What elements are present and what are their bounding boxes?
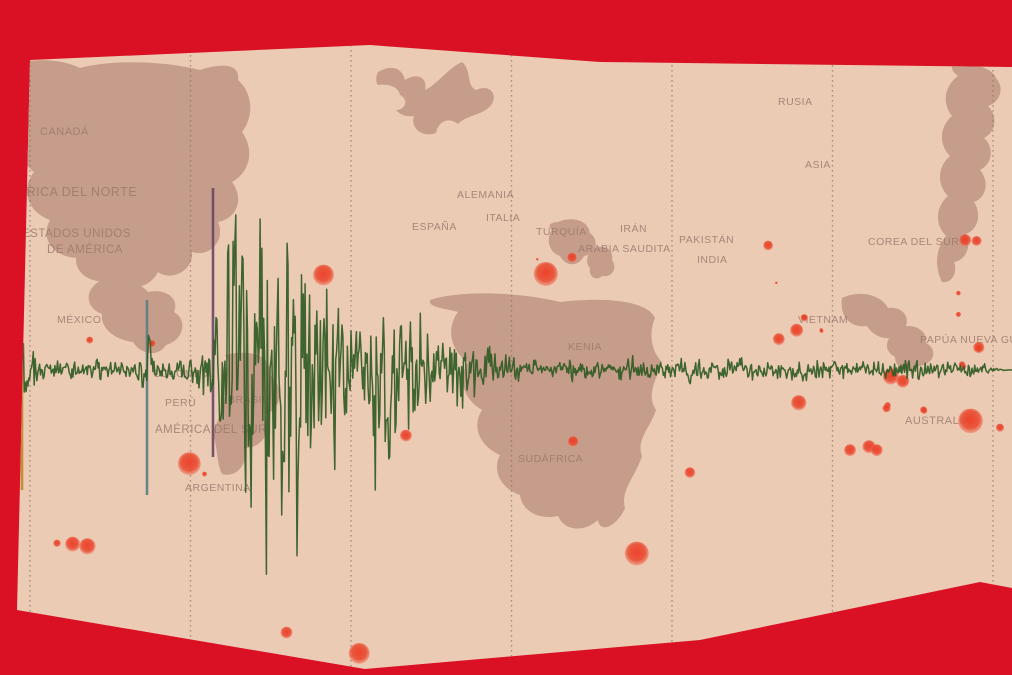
- svg-text:COREA DEL SUR: COREA DEL SUR: [868, 236, 959, 248]
- svg-text:ALEMANIA: ALEMANIA: [457, 189, 514, 201]
- svg-text:SUDÁFRICA: SUDÁFRICA: [518, 452, 583, 465]
- svg-text:ASIA: ASIA: [805, 159, 831, 171]
- svg-text:RUSIA: RUSIA: [778, 96, 813, 108]
- svg-text:ARGENTINA: ARGENTINA: [185, 482, 251, 494]
- svg-text:TURQUÍA: TURQUÍA: [536, 225, 587, 238]
- svg-text:ARABIA SAUDITA: ARABIA SAUDITA: [578, 243, 671, 255]
- svg-text:PAPÚA NUEVA GUINEA: PAPÚA NUEVA GUINEA: [920, 333, 1012, 346]
- svg-text:PERÚ: PERÚ: [165, 396, 196, 409]
- svg-text:KENIA: KENIA: [568, 341, 602, 353]
- svg-text:ITALIA: ITALIA: [486, 212, 520, 224]
- svg-text:CANADÁ: CANADÁ: [40, 125, 89, 138]
- svg-text:AMÉRICA DEL NORTE: AMÉRICA DEL NORTE: [0, 184, 137, 199]
- svg-text:DE AMÉRICA: DE AMÉRICA: [47, 243, 123, 256]
- svg-text:PAKISTÁN: PAKISTÁN: [679, 233, 734, 246]
- svg-text:IRÁN: IRÁN: [620, 222, 647, 235]
- svg-text:INDIA: INDIA: [697, 254, 728, 266]
- svg-text:ESTADOS UNIDOS: ESTADOS UNIDOS: [22, 228, 131, 240]
- svg-text:ESPAÑA: ESPAÑA: [412, 220, 457, 233]
- svg-text:MÉXICO: MÉXICO: [57, 313, 101, 326]
